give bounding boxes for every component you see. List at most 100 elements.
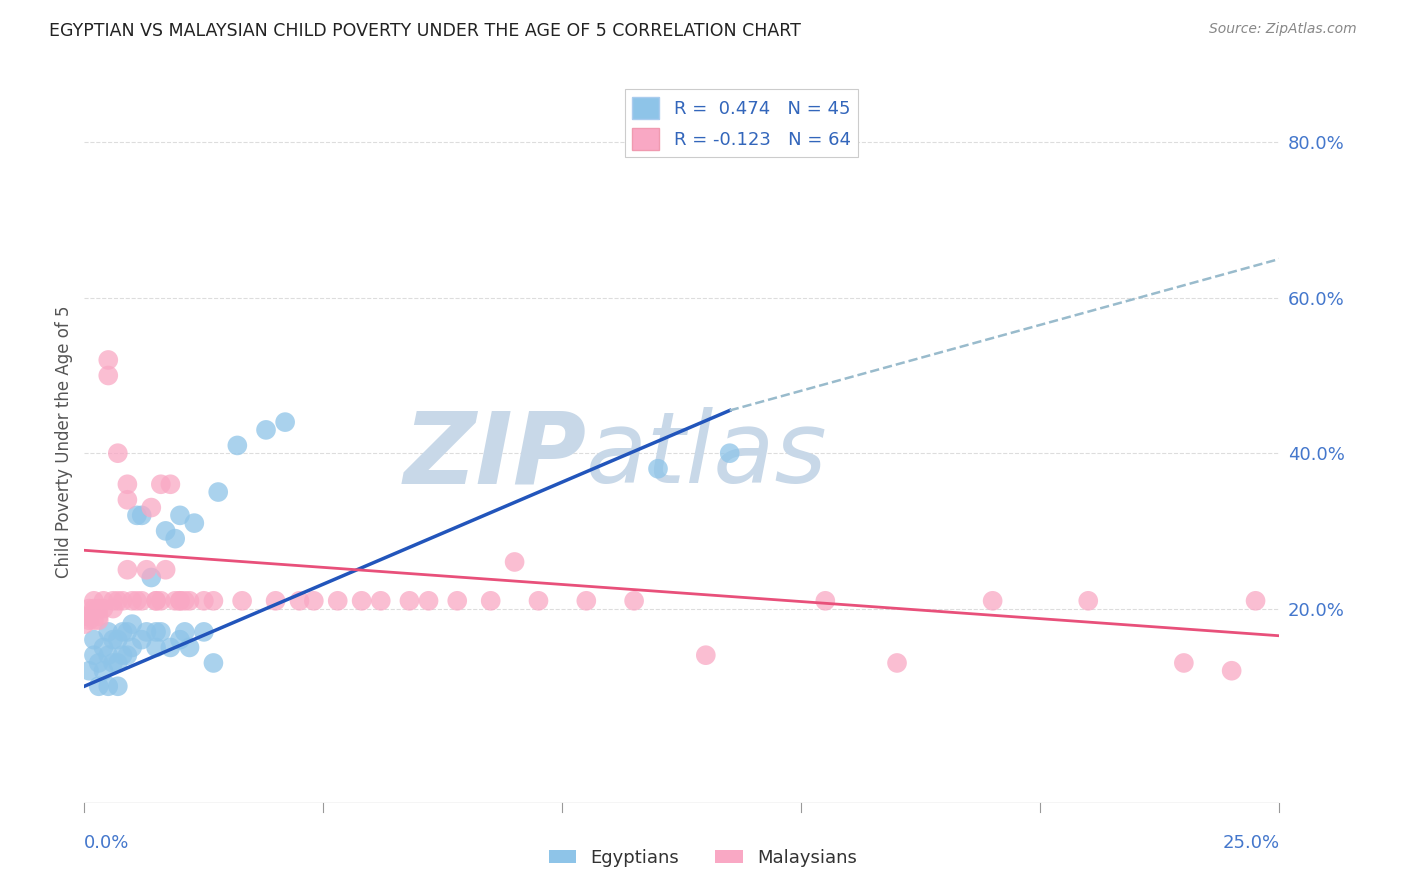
Point [97, 679, 120, 693]
Point [107, 632, 129, 647]
Point [117, 492, 139, 507]
Point [107, 679, 129, 693]
Point [503, 555, 526, 569]
Point [83, 601, 105, 615]
Point [141, 500, 163, 515]
Point [135, 624, 157, 639]
Point [169, 508, 191, 523]
Point [97, 648, 120, 663]
Point [87, 656, 110, 670]
Point [117, 563, 139, 577]
Point [159, 477, 181, 491]
Point [1220, 664, 1243, 678]
Point [165, 532, 187, 546]
Point [145, 594, 167, 608]
Point [226, 438, 249, 452]
Point [1077, 594, 1099, 608]
Point [101, 632, 124, 647]
Point [93, 601, 115, 615]
Point [288, 594, 311, 608]
Point [165, 594, 187, 608]
Legend: R =  0.474   N = 45, R = -0.123   N = 64: R = 0.474 N = 45, R = -0.123 N = 64 [626, 89, 858, 157]
Point [111, 624, 134, 639]
Point [83, 648, 105, 663]
Point [93, 594, 115, 608]
Y-axis label: Child Poverty Under the Age of 5: Child Poverty Under the Age of 5 [55, 305, 73, 578]
Point [77, 664, 100, 678]
Point [145, 594, 167, 608]
Text: Source: ZipAtlas.com: Source: ZipAtlas.com [1209, 22, 1357, 37]
Point [73, 609, 96, 624]
Point [527, 594, 550, 608]
Point [623, 594, 645, 608]
Point [121, 617, 143, 632]
Point [695, 648, 717, 663]
Point [302, 594, 325, 608]
Point [125, 508, 148, 523]
Point [87, 609, 110, 624]
Point [169, 632, 191, 647]
Point [107, 446, 129, 460]
Point [418, 594, 440, 608]
Point [87, 601, 110, 615]
Point [1244, 594, 1267, 608]
Point [326, 594, 349, 608]
Point [97, 624, 120, 639]
Point [135, 563, 157, 577]
Point [141, 570, 163, 584]
Point [131, 508, 153, 523]
Point [111, 648, 134, 663]
Point [575, 594, 598, 608]
Text: ZIP: ZIP [404, 408, 586, 505]
Point [117, 477, 139, 491]
Point [254, 423, 277, 437]
Point [77, 601, 100, 615]
Point [145, 624, 167, 639]
Point [155, 524, 177, 538]
Text: 25.0%: 25.0% [1222, 834, 1279, 852]
Point [814, 594, 837, 608]
Point [647, 461, 669, 475]
Point [101, 656, 124, 670]
Point [193, 594, 215, 608]
Point [479, 594, 502, 608]
Point [93, 664, 115, 678]
Point [83, 613, 105, 627]
Point [101, 601, 124, 615]
Point [169, 594, 191, 608]
Point [169, 594, 191, 608]
Point [107, 594, 129, 608]
Point [264, 594, 287, 608]
Legend: Egyptians, Malaysians: Egyptians, Malaysians [541, 842, 865, 874]
Point [145, 640, 167, 655]
Point [131, 594, 153, 608]
Point [183, 516, 205, 530]
Point [193, 624, 215, 639]
Point [179, 640, 201, 655]
Point [274, 415, 297, 429]
Point [173, 594, 195, 608]
Point [117, 624, 139, 639]
Point [718, 446, 741, 460]
Point [179, 594, 201, 608]
Point [202, 594, 225, 608]
Point [202, 656, 225, 670]
Point [111, 594, 134, 608]
Point [77, 609, 100, 624]
Point [131, 632, 153, 647]
Point [231, 594, 253, 608]
Point [446, 594, 468, 608]
Point [97, 368, 120, 383]
Point [398, 594, 420, 608]
Text: EGYPTIAN VS MALAYSIAN CHILD POVERTY UNDER THE AGE OF 5 CORRELATION CHART: EGYPTIAN VS MALAYSIAN CHILD POVERTY UNDE… [49, 22, 801, 40]
Point [370, 594, 392, 608]
Point [87, 679, 110, 693]
Point [83, 594, 105, 608]
Point [101, 594, 124, 608]
Point [97, 353, 120, 368]
Point [121, 640, 143, 655]
Point [155, 563, 177, 577]
Point [886, 656, 908, 670]
Point [125, 594, 148, 608]
Point [87, 613, 110, 627]
